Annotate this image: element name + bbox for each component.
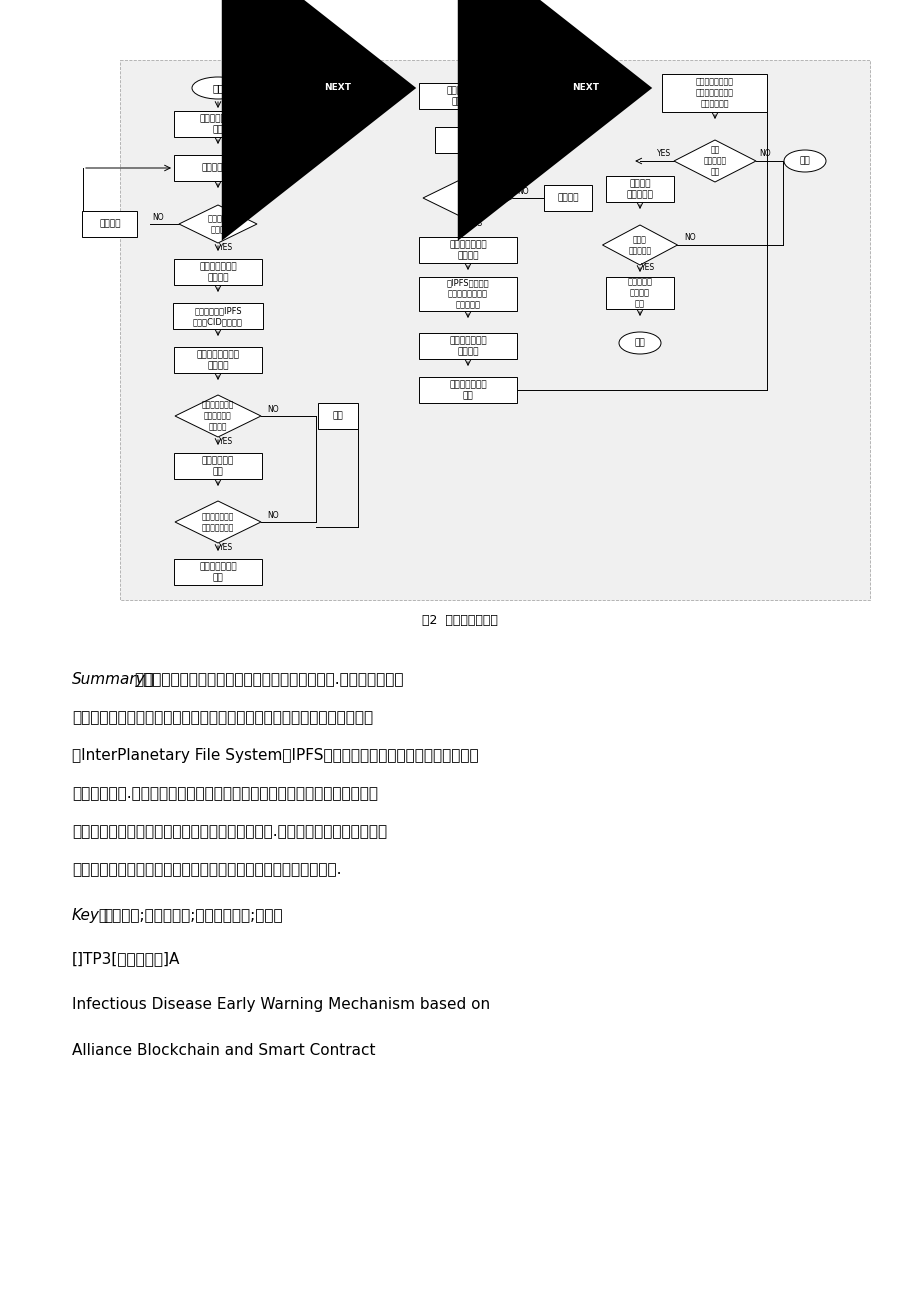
Bar [318,404,357,428]
Text: NO: NO [267,510,278,519]
Text: 判断用户
是否具有
访问权限: 判断用户 是否具有 访问权限 [459,182,477,214]
Text: 失败: 失败 [333,411,343,421]
Bar [119,60,869,600]
Bar [418,277,516,311]
Text: 密码是否
正确？: 密码是否 正确？ [208,214,228,234]
Text: 获取患者公钥加
密新数据: 获取患者公钥加 密新数据 [199,262,236,283]
Bar [173,303,263,329]
Text: Key：: Key： [72,907,108,923]
Ellipse shape [192,77,244,99]
Text: NO: NO [758,148,770,158]
Text: 实时监控
升级场境盘: 实时监控 升级场境盘 [626,178,652,199]
Text: 传染病数据保存
请求: 传染病数据保存 请求 [199,115,236,134]
Text: YES: YES [469,219,482,228]
Bar [174,111,262,137]
Text: 将医疗机构作为联盟区块链的节点，采用非对称加密技术结合星际文件系统: 将医疗机构作为联盟区块链的节点，采用非对称加密技术结合星际文件系统 [72,710,373,725]
Text: 预警并开展
疫情防控
下作: 预警并开展 疫情防控 下作 [627,277,652,309]
Bar [174,259,262,285]
Bar [418,333,516,359]
Polygon shape [175,395,261,437]
Text: 空间、防止数据被篡改，实现传染病数据安全共享性和及时预警性.: 空间、防止数据被篡改，实现传染病数据安全共享性和及时预警性. [72,862,341,878]
Text: Summary：: Summary： [72,672,154,687]
Text: YES: YES [641,263,654,272]
Text: YES: YES [656,148,670,158]
Bar [174,559,262,585]
Polygon shape [175,501,261,543]
Text: 使用患者密钥的
私钥解密: 使用患者密钥的 私钥解密 [448,336,486,355]
Polygon shape [674,141,755,182]
Bar [418,378,516,404]
Text: 向IPFS发起查询
请求，返回加密后
传染病数据: 向IPFS发起查询 请求，返回加密后 传染病数据 [447,279,489,310]
Text: 传染病数据上传
成功: 传染病数据上传 成功 [199,562,236,582]
Text: 图2  系统设计流程图: 图2 系统设计流程图 [422,613,497,626]
Text: 提示错误: 提示错误 [99,220,120,228]
Polygon shape [602,225,676,266]
Text: []TP3[文献标志码]A: []TP3[文献标志码]A [72,950,180,966]
Text: NEXT: NEXT [324,83,351,92]
Text: 查询权限: 查询权限 [457,135,478,145]
Text: 数据访问者请求访
问传染病数据: 数据访问者请求访 问传染病数据 [446,86,489,105]
Text: 区块链共识节点
是否达成共识？: 区块链共识节点 是否达成共识？ [201,512,234,533]
Bar [83,211,137,237]
Text: YES: YES [219,543,233,552]
Text: 向联盟区块链请求
存储服务: 向联盟区块链请求 存储服务 [197,350,239,370]
Polygon shape [179,204,256,243]
Text: 数据安全共享.拥有数据访问权限的用户可以使用患者私钥从区块链中获取数: 数据安全共享.拥有数据访问权限的用户可以使用患者私钥从区块链中获取数 [72,786,378,801]
Bar [606,176,674,202]
Text: 开始: 开始 [212,83,223,92]
Text: 记录失败: 记录失败 [557,194,578,203]
Text: NO: NO [267,405,278,414]
Polygon shape [423,176,513,220]
Bar [418,83,516,109]
Bar [543,185,591,211]
Bar [662,74,766,112]
Text: 加密数据存入IPFS
并返回CID地址哈希: 加密数据存入IPFS 并返回CID地址哈希 [193,306,243,326]
Text: 获得传染病数据
超时哈希: 获得传染病数据 超时哈希 [448,240,486,260]
Text: 提出基于联盟区块链和智能合约的传染病预警机制.传染病预警机制: 提出基于联盟区块链和智能合约的传染病预警机制.传染病预警机制 [134,672,403,687]
Text: 结束: 结束 [634,339,644,348]
Text: 结合传染病预警合
约和历史数据对传
染病数据分析: 结合传染病预警合 约和历史数据对传 染病数据分析 [696,77,733,108]
Ellipse shape [783,150,825,172]
Text: （InterPlanetary File System，IPFS）在保护患者隐私的条件下实现传染病: （InterPlanetary File System，IPFS）在保护患者隐私… [72,749,478,763]
Bar [174,453,262,479]
Text: 获得传染病原始
数据: 获得传染病原始 数据 [448,380,486,400]
Text: NO: NO [152,212,164,221]
Text: 输入对应密码: 输入对应密码 [201,164,233,172]
Text: 智能合约;传染病预警;星际文件系统;区块链: 智能合约;传染病预警;星际文件系统;区块链 [103,907,282,923]
Bar [606,277,674,309]
Text: 是否会
大规模爆发: 是否会 大规模爆发 [628,234,651,255]
Text: 归除: 归除 [799,156,810,165]
Text: NO: NO [684,233,695,242]
Text: NO: NO [516,186,528,195]
Text: 是否
大于、等于
阈值: 是否 大于、等于 阈值 [703,146,726,177]
Text: 联盟区块链节点
是否通过用户
数字签名: 联盟区块链节点 是否通过用户 数字签名 [201,401,234,431]
Bar [174,348,262,372]
Bar [435,128,500,154]
Text: YES: YES [219,242,233,251]
Ellipse shape [618,332,660,354]
Bar [174,155,262,181]
Bar [418,237,516,263]
Text: 执行合约广播
流式: 执行合约广播 流式 [201,456,233,477]
Text: NEXT: NEXT [572,83,599,92]
Text: 据，通过设计智能合约实现疫情预警流程的自动化.该方案可以扩大数据的存储: 据，通过设计智能合约实现疫情预警流程的自动化.该方案可以扩大数据的存储 [72,824,387,838]
Text: YES: YES [219,436,233,445]
Text: Alliance Blockchain and Smart Contract: Alliance Blockchain and Smart Contract [72,1043,375,1059]
Text: Infectious Disease Early Warning Mechanism based on: Infectious Disease Early Warning Mechani… [72,997,490,1012]
